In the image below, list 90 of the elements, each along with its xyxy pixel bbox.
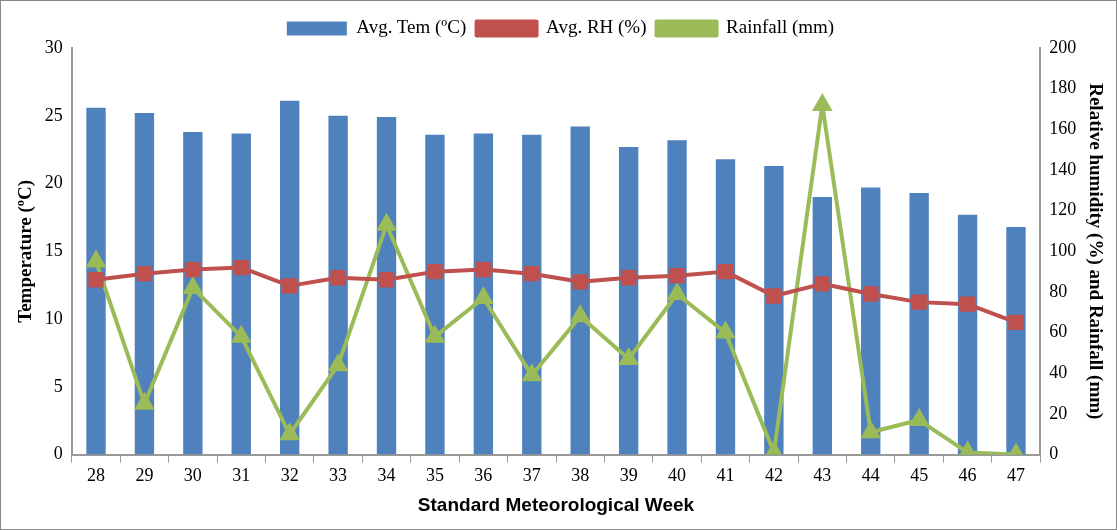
bar (376, 117, 397, 455)
x-tick-label: 39 (619, 465, 638, 486)
bar (231, 133, 251, 455)
x-tick-label: 42 (764, 465, 783, 486)
x-axis-title: Standard Meteorological Week (417, 493, 695, 515)
point (330, 270, 346, 286)
y2-tick-label: 40 (1049, 362, 1068, 383)
bar (425, 134, 445, 455)
point (959, 296, 976, 312)
y-tick-label: 30 (44, 36, 63, 57)
bar (86, 107, 106, 455)
x-tick-label: 31 (232, 465, 251, 486)
point (524, 266, 540, 282)
y2-tick-label: 120 (1049, 199, 1077, 220)
point (232, 326, 251, 343)
bar (618, 146, 639, 455)
x-tick-label: 47 (1006, 465, 1025, 486)
point (475, 261, 492, 278)
x-tick-label: 38 (571, 465, 590, 486)
x-tick-label: 36 (474, 465, 493, 486)
y-axis-title: Temperature (ºC) (14, 179, 37, 323)
bar (715, 159, 736, 455)
y-tick-label: 10 (44, 307, 63, 328)
point (766, 288, 782, 304)
bar (957, 214, 978, 455)
legend-label: Avg. Tem (ºC) (356, 16, 467, 39)
y-tick-label: 15 (44, 240, 63, 261)
point (522, 365, 541, 382)
y2-tick-label: 80 (1049, 280, 1068, 301)
bar (183, 132, 203, 455)
point (329, 355, 348, 372)
y2-tick-label: 180 (1049, 77, 1077, 98)
point (863, 286, 879, 302)
x-tick-label: 33 (329, 465, 348, 486)
point (88, 272, 104, 288)
y-tick-label: 25 (44, 104, 63, 125)
x-tick-label: 29 (135, 465, 154, 486)
x-tick-label: 41 (716, 465, 735, 486)
bar (667, 140, 687, 455)
y2-tick-label: 20 (1049, 402, 1068, 423)
point (280, 424, 299, 441)
y-tick-label: 0 (53, 443, 63, 464)
bar (473, 133, 494, 455)
bar (570, 126, 590, 455)
point (669, 268, 685, 284)
x-tick-label: 46 (958, 465, 977, 486)
point (426, 326, 444, 343)
bar (280, 100, 300, 455)
bar (328, 115, 348, 455)
point (571, 306, 590, 323)
point (717, 263, 734, 280)
x-tick-label: 28 (87, 465, 106, 486)
x-tick-label: 40 (668, 465, 687, 486)
point (619, 349, 638, 366)
point (427, 263, 443, 280)
y2-tick-label: 200 (1049, 36, 1077, 57)
point (572, 274, 588, 290)
y2-tick-label: 140 (1049, 158, 1077, 179)
point (282, 278, 298, 294)
point (135, 393, 154, 410)
x-tick-label: 44 (861, 465, 880, 486)
point (620, 270, 637, 286)
y-tick-label: 20 (44, 172, 63, 193)
y2-tick-label: 60 (1049, 321, 1068, 342)
y2-axis-title: Relative humidity (%) and Rainfall (mm) (1084, 83, 1107, 420)
x-tick-label: 30 (183, 465, 202, 486)
bar (134, 113, 155, 455)
point (1008, 314, 1024, 331)
y2-tick-label: 100 (1049, 240, 1077, 261)
x-tick-label: 37 (522, 465, 541, 486)
point (861, 422, 880, 439)
bar (1006, 226, 1026, 455)
point (474, 288, 493, 305)
y-tick-label: 5 (53, 375, 63, 396)
point (378, 272, 395, 288)
x-tick-label: 32 (280, 465, 299, 486)
x-tick-label: 35 (425, 465, 444, 486)
bar (522, 134, 542, 455)
x-tick-label: 43 (813, 465, 832, 486)
x-tick-label: 34 (377, 465, 396, 486)
point (136, 266, 153, 282)
legend-label: Avg. RH (%) (546, 16, 647, 39)
point (185, 261, 201, 278)
legend-label: Rainfall (mm) (726, 16, 835, 39)
y2-tick-label: 160 (1049, 118, 1077, 139)
bar (812, 197, 832, 455)
point (814, 276, 830, 292)
y2-tick-label: 0 (1049, 443, 1059, 464)
point (233, 259, 249, 276)
x-tick-label: 45 (910, 465, 929, 486)
